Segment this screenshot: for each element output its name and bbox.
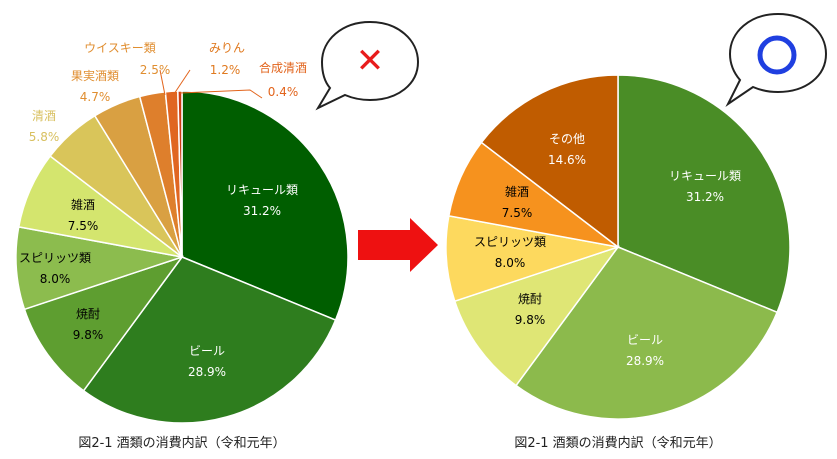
bubble-good-shape [725, 12, 828, 107]
slice-category-label: スピリッツ類 [474, 235, 546, 249]
pie-slice-1 [181, 90, 349, 322]
slice-category-label: その他 [549, 132, 585, 146]
slice-value-label: 31.2% [243, 204, 281, 218]
slice-value-label: 4.7% [80, 90, 111, 104]
slice-category-label: リキュール類 [226, 183, 298, 197]
pie-slice-1 [617, 74, 791, 314]
slice-category-label: ビール [189, 344, 225, 358]
slice-value-label: 14.6% [548, 153, 586, 167]
caption-good: 図2-1 酒類の消費内訳（令和元年） [514, 435, 721, 451]
slice-category-label: 果実酒類 [71, 68, 119, 83]
pie-slice-6 [480, 74, 619, 249]
slice-category-label: 焼酎 [76, 306, 100, 321]
arrow-right-icon [358, 218, 438, 272]
slice-value-label: 8.0% [495, 256, 526, 270]
circle-mark-icon [757, 35, 797, 75]
slice-category-label: リキュール類 [669, 169, 741, 183]
slice-value-label: 9.8% [73, 328, 104, 342]
pie-slice-3 [453, 245, 621, 387]
slice-value-label: 28.9% [626, 354, 664, 368]
bubble-bad: ✕ [315, 20, 420, 111]
pie-slice-3 [23, 255, 185, 392]
bubble-good [725, 12, 828, 107]
slice-value-label: 28.9% [188, 365, 226, 379]
slice-category-label: ビール [627, 333, 663, 347]
leader-line [159, 69, 166, 96]
pie-slice-2 [82, 256, 337, 424]
slice-value-label: 5.8% [29, 130, 60, 144]
slice-value-label: 31.2% [686, 190, 724, 204]
pie-slice-10 [177, 90, 183, 258]
leader-line [179, 89, 263, 99]
slice-category-label: 焼酎 [518, 291, 542, 306]
slice-category-label: 合成清酒 [259, 60, 307, 75]
cross-mark-icon: ✕ [356, 41, 385, 81]
bubble-bad-shape [315, 20, 420, 111]
pie-slice-2 [514, 246, 779, 420]
slice-value-label: 9.8% [515, 313, 546, 327]
slice-value-label: 2.5% [140, 63, 171, 77]
slice-category-label: みりん [209, 41, 245, 55]
slice-category-label: 清酒 [32, 109, 56, 123]
pie-chart-good: リキュール類 31.2% ビール 28.9% 焼酎 9.8% スピリッツ類 8.0% 雑酒 7.5… [445, 74, 791, 420]
pie-chart-bad: リキュール類 31.2% ビール 28.9% 焼酎 9.8% スピリッツ類 8.0% 雑酒 7.5… [15, 41, 349, 424]
slice-value-label: 8.0% [40, 272, 71, 286]
slice-category-label: ウイスキー類 [84, 41, 156, 55]
caption-bad: 図2-1 酒類の消費内訳（令和元年） [78, 435, 285, 451]
slice-value-label: 0.4% [268, 85, 299, 99]
slice-category-label: 雑酒 [71, 197, 95, 212]
slice-value-label: 7.5% [502, 206, 533, 220]
slice-category-label: スピリッツ類 [19, 251, 91, 265]
leader-line [173, 69, 191, 95]
slice-value-label: 1.2% [210, 63, 241, 77]
slice-category-label: 雑酒 [505, 184, 529, 199]
slice-value-label: 7.5% [68, 219, 99, 233]
